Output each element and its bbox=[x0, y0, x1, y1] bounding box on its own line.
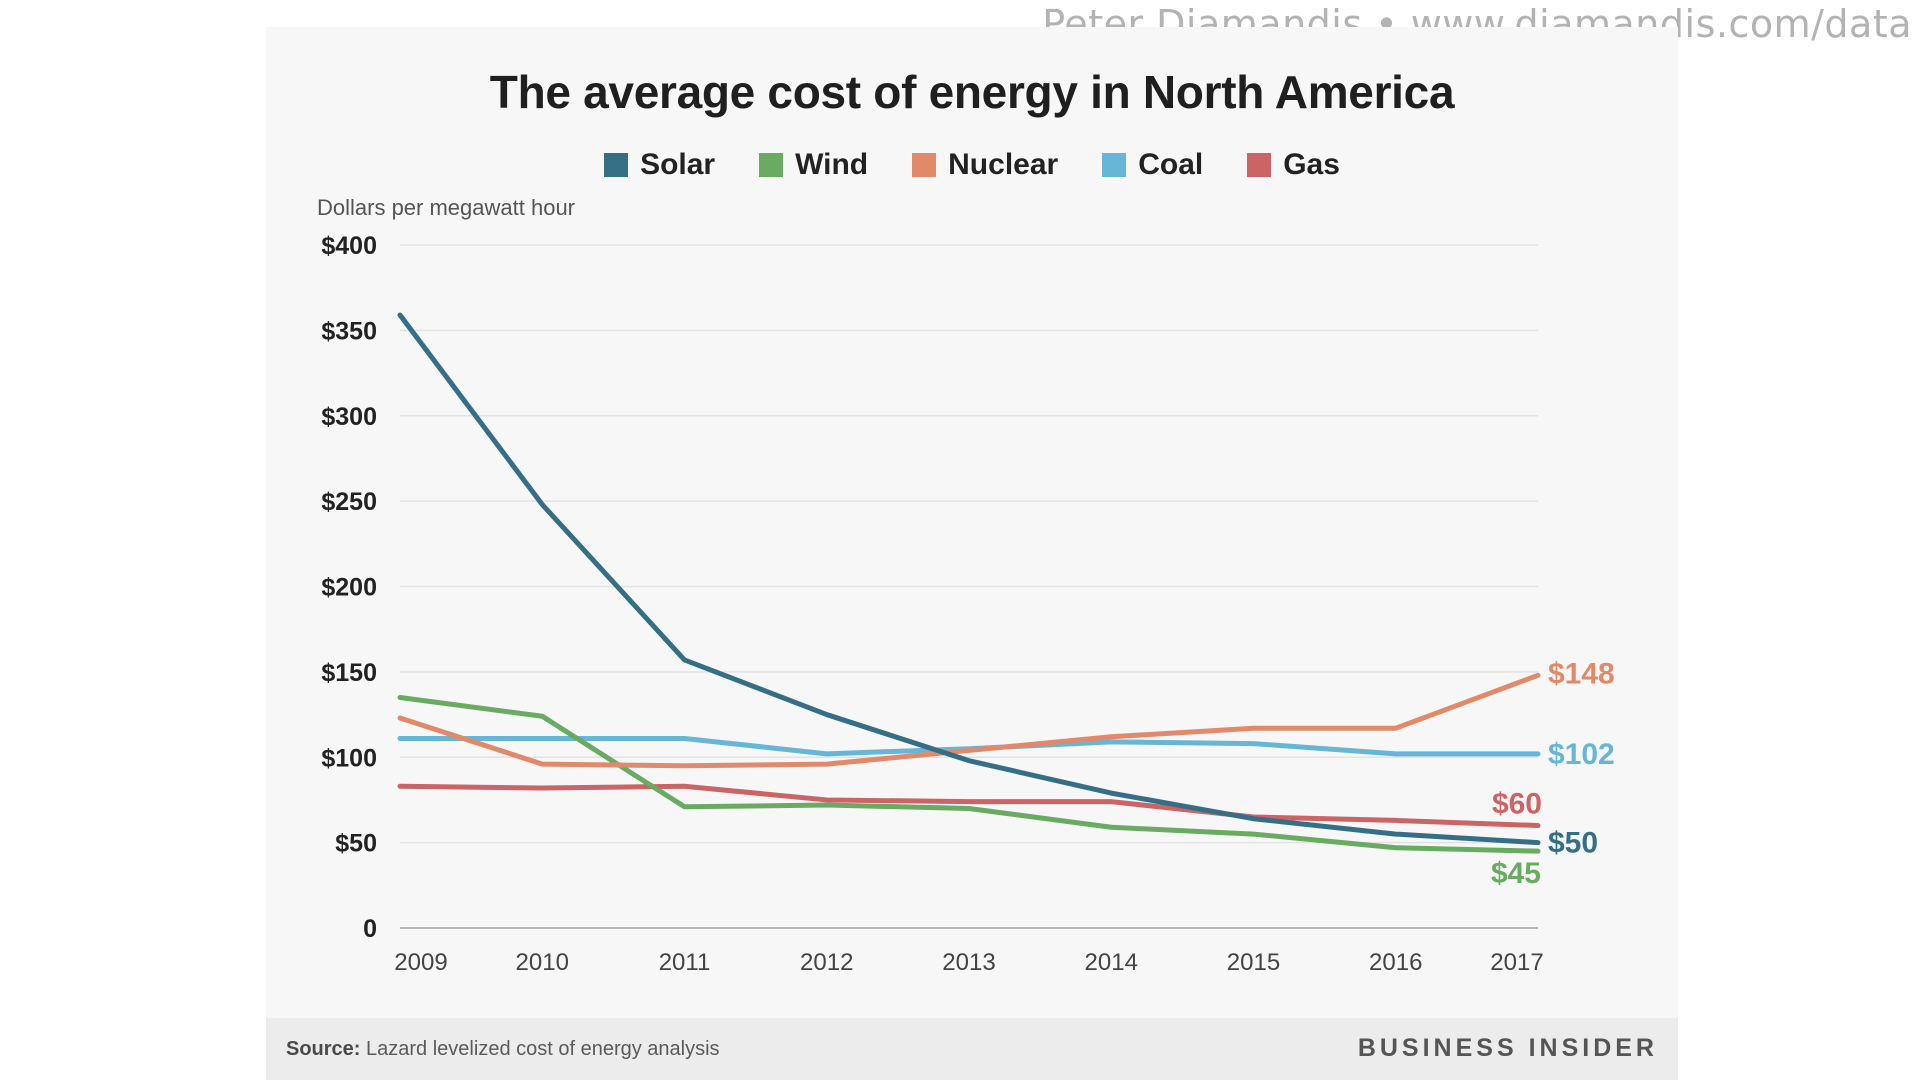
chart-title: The average cost of energy in North Amer… bbox=[489, 66, 1455, 118]
series-line-nuclear bbox=[397, 672, 1541, 769]
legend-item-wind: Wind bbox=[759, 148, 868, 182]
legend-label-nuclear: Nuclear bbox=[948, 148, 1059, 181]
chart-card: The average cost of energy in North Amer… bbox=[266, 27, 1678, 1080]
y-axis-title: Dollars per megawatt hour bbox=[317, 195, 575, 220]
x-tick-label: 2015 bbox=[1227, 949, 1280, 976]
line-chart: Dollars per megawatt hour 0 $50 $100 $150 $2… bbox=[317, 195, 1615, 976]
series-line-wind bbox=[397, 694, 1541, 854]
legend-label-gas: Gas bbox=[1283, 148, 1340, 181]
y-tick-label: $50 bbox=[335, 830, 377, 858]
legend-label-coal: Coal bbox=[1138, 148, 1204, 181]
legend-swatch-solar bbox=[604, 153, 629, 177]
end-label-nuclear: $148 bbox=[1548, 657, 1615, 690]
x-tick-label: 2012 bbox=[800, 949, 853, 976]
legend: Solar Wind Nuclear Coal Gas bbox=[266, 148, 1678, 182]
series-line-solar bbox=[397, 312, 1541, 846]
source-note: Source: Lazard levelized cost of energy … bbox=[286, 1038, 720, 1061]
gridlines bbox=[400, 244, 1538, 929]
y-tick-label: $200 bbox=[321, 574, 377, 602]
x-tick-label: 2014 bbox=[1085, 949, 1138, 976]
brand-logo: BUSINESS INSIDER bbox=[1357, 1034, 1658, 1062]
series-lines bbox=[397, 312, 1541, 854]
legend-swatch-gas bbox=[1247, 153, 1272, 177]
y-tick-label: $400 bbox=[321, 232, 377, 260]
y-tick-label: $100 bbox=[321, 744, 377, 772]
x-tick-label: 2013 bbox=[942, 949, 995, 976]
legend-item-coal: Coal bbox=[1102, 148, 1203, 182]
series-line-gas bbox=[397, 783, 1541, 829]
y-tick-label: 0 bbox=[363, 915, 377, 943]
y-tick-label: $350 bbox=[321, 317, 377, 345]
y-tick-label: $250 bbox=[321, 488, 377, 516]
legend-item-nuclear: Nuclear bbox=[912, 148, 1058, 182]
legend-item-gas: Gas bbox=[1247, 148, 1340, 182]
source-label: Source: bbox=[286, 1038, 361, 1060]
footer: Source: Lazard levelized cost of energy … bbox=[266, 1018, 1678, 1080]
x-tick-label: 2009 bbox=[394, 949, 447, 976]
legend-item-solar: Solar bbox=[604, 148, 715, 182]
end-label-coal: $102 bbox=[1548, 738, 1615, 771]
end-label-solar: $50 bbox=[1548, 827, 1598, 860]
x-axis-ticks: 2009 2010 2011 2012 2013 2014 2015 2016 2017 bbox=[394, 949, 1543, 976]
source-text: Lazard levelized cost of energy analysis bbox=[366, 1038, 720, 1060]
end-labels: $50$45 $148 $102$60 bbox=[1491, 657, 1615, 890]
y-tick-label: $300 bbox=[321, 403, 377, 431]
x-tick-label: 2011 bbox=[659, 949, 711, 976]
x-tick-label: 2010 bbox=[516, 949, 569, 976]
legend-label-wind: Wind bbox=[795, 148, 869, 181]
legend-label-solar: Solar bbox=[640, 148, 716, 181]
x-tick-label: 2017 bbox=[1490, 949, 1543, 976]
end-label-gas: $60 bbox=[1492, 788, 1542, 821]
legend-swatch-nuclear bbox=[912, 153, 937, 177]
legend-swatch-wind bbox=[759, 153, 784, 177]
y-tick-label: $150 bbox=[321, 659, 377, 687]
y-axis-ticks: 0 $50 $100 $150 $200 $250 $300 $350 $400 bbox=[321, 232, 377, 943]
end-label-wind: $45 bbox=[1491, 857, 1541, 890]
legend-swatch-coal bbox=[1102, 153, 1127, 177]
x-tick-label: 2016 bbox=[1369, 949, 1422, 976]
